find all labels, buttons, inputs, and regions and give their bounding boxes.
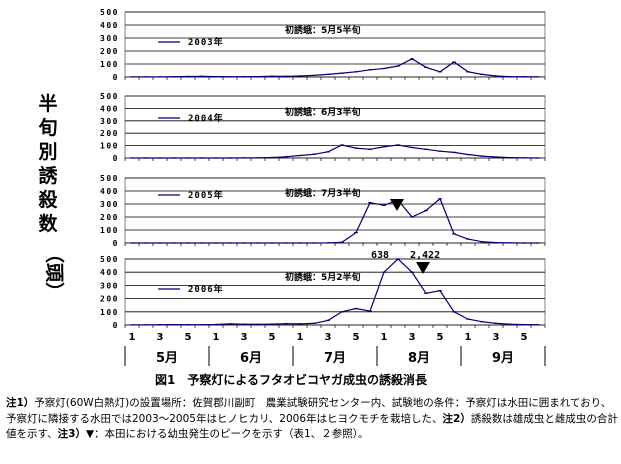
legend-label: 2005年: [188, 189, 224, 201]
y-axis-label-char: 半: [38, 92, 57, 115]
x-tick-label: 1: [465, 332, 472, 343]
y-tick-label: 300: [100, 200, 119, 209]
x-axis: 1 3 5 1 3 5 1 3 5 1 3 5 1 3 5 5月 6月 7月 8月 9月: [124, 332, 546, 366]
y-tick-label: 400: [100, 104, 119, 113]
x-tick-label: 1: [129, 332, 136, 343]
x-tick-label: 5: [437, 332, 444, 343]
y-tick-label: 200: [100, 213, 119, 222]
y-axis-label-char: 旬: [38, 116, 57, 139]
y-tick-label: 300: [100, 281, 119, 290]
y-tick-label: 0: [113, 73, 119, 82]
plot-area: [124, 11, 546, 78]
note2-text: 誘殺数は雄成虫と雌成虫の合計値を示す、: [6, 412, 618, 441]
x-tick-label: 5: [185, 332, 192, 343]
y-tick-label: 400: [100, 21, 119, 30]
note1-label: 注1）: [6, 397, 35, 409]
y-axis-label-char: 別: [38, 141, 57, 163]
month-label: 8月: [408, 351, 430, 366]
month-label: 6月: [240, 351, 262, 366]
y-tick-label: 200: [100, 129, 119, 138]
y-tick-label: 200: [100, 295, 119, 304]
peak-value-label: 2,422: [410, 250, 440, 261]
figure-caption: 図1 予察灯によるフタオビコヤガ成虫の誘殺消長: [155, 372, 428, 387]
month-label: 9月: [492, 351, 514, 366]
x-tick-label: 5: [269, 332, 276, 343]
x-tick-label: 3: [325, 332, 332, 343]
first-catch-annotation: 初誘蛾：7月3半旬: [285, 187, 361, 199]
y-tick-label: 500: [100, 92, 119, 101]
series-line: [132, 144, 539, 159]
y-tick-label: 300: [100, 34, 119, 43]
y-axis-label-char: 誘: [38, 164, 58, 187]
y-tick-label: 100: [100, 226, 119, 235]
first-catch-annotation: 初誘蛾：5月5半旬: [285, 24, 361, 36]
y-tick-label: 400: [100, 268, 119, 277]
plot-area: [124, 177, 546, 244]
y-tick-label: 500: [100, 174, 119, 183]
peak-value-label: 638: [371, 250, 389, 261]
y-tick-label: 300: [100, 117, 119, 126]
y-axis-label-unit: （頭）: [43, 244, 66, 301]
series-line: [132, 197, 538, 244]
y-tick-label: 200: [100, 47, 119, 56]
y-tick-label: 100: [100, 308, 119, 317]
y-tick-label: 400: [100, 187, 119, 196]
x-tick-label: 3: [409, 332, 416, 343]
panel-2003: 500 400 300 200 100 0 2003年 初誘蛾：5月5半旬: [100, 8, 546, 82]
panel-2004: 500 400 300 200 100 0 2004年 初誘蛾：6月3半旬: [100, 92, 546, 163]
y-tick-label: 0: [113, 154, 119, 163]
legend-label: 2004年: [188, 112, 224, 124]
y-tick-label: 500: [100, 255, 119, 264]
note3-text: ▼：本田における幼虫発生のピークを示す（表1、２参照）。: [85, 428, 369, 440]
plot-area: [124, 95, 546, 159]
x-tick-label: 5: [353, 332, 360, 343]
x-tick-label: 5: [521, 332, 528, 343]
peak-marker-icon: [416, 262, 430, 274]
x-tick-label: 1: [381, 332, 388, 343]
first-catch-annotation: 初誘蛾：6月3半旬: [285, 106, 361, 118]
x-tick-label: 3: [493, 332, 500, 343]
x-tick-label: 1: [213, 332, 220, 343]
note1-text: 予察灯(60W白熱灯)の設置場所：佐賀郡川副町 農業試験研究センター内、試験地の…: [6, 397, 612, 425]
panel-2005: 500 400 300 200 100 0 2005年 初誘蛾：7月3半旬: [100, 174, 546, 248]
month-label: 5月: [156, 351, 178, 366]
panel-2006: 500 400 300 200 100 0 2006年 初誘蛾：5月2半旬 638 2,422: [100, 250, 546, 330]
legend-label: 2006年: [188, 283, 224, 295]
legend-label: 2003年: [188, 36, 224, 48]
y-axis-label-char: 数: [38, 212, 58, 235]
y-tick-label: 500: [100, 8, 119, 17]
note2-label: 注2）: [442, 412, 471, 425]
y-axis-label-char: 殺: [37, 188, 58, 211]
peak-marker-icon: [390, 199, 404, 211]
note3-label: 注3）: [57, 428, 86, 440]
series-line: [132, 258, 539, 326]
notes: 注1）予察灯(60W白熱灯)の設置場所：佐賀郡川副町 農業試験研究センター内、試…: [6, 396, 618, 443]
x-tick-label: 3: [157, 332, 164, 343]
y-tick-label: 100: [100, 60, 119, 69]
y-tick-label: 0: [113, 321, 119, 330]
y-tick-label: 0: [113, 239, 119, 248]
first-catch-annotation: 初誘蛾：5月2半旬: [285, 271, 361, 283]
y-tick-label: 100: [100, 142, 119, 151]
series-line: [132, 58, 539, 78]
month-label: 7月: [324, 351, 346, 366]
x-tick-label: 3: [241, 332, 248, 343]
x-tick-label: 1: [297, 332, 304, 343]
